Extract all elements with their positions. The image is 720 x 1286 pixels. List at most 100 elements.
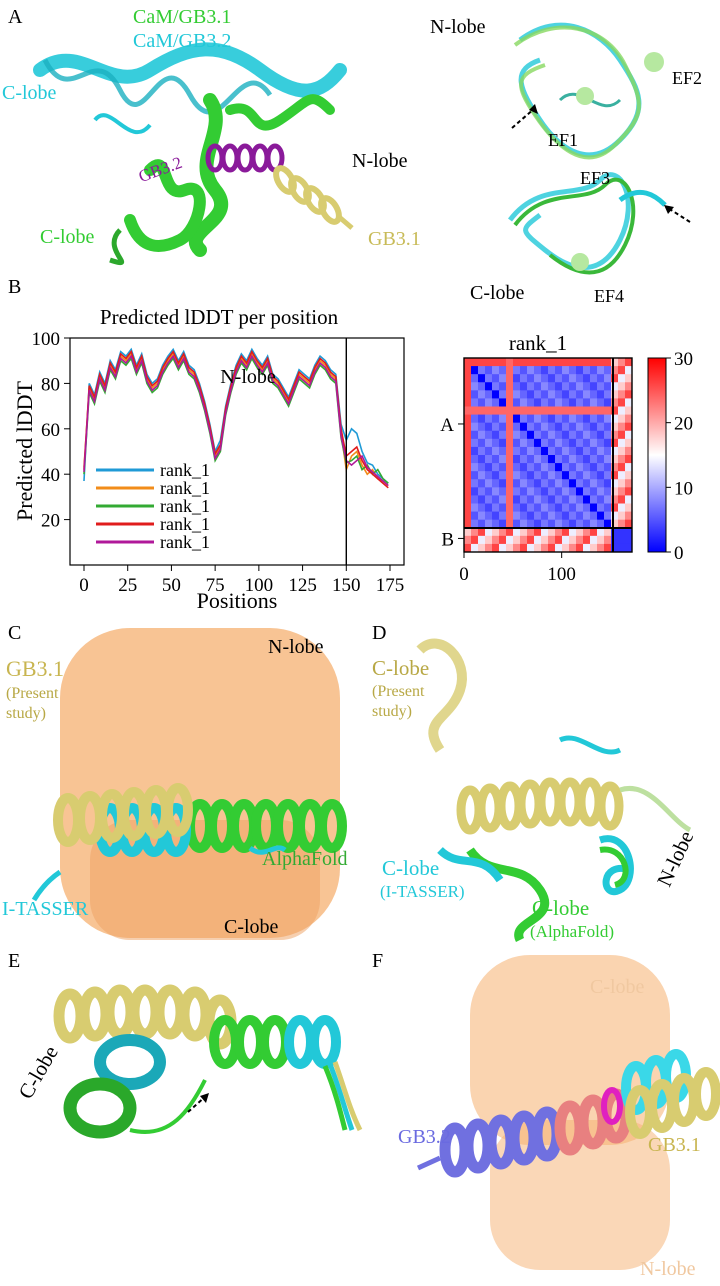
heatmap-cell [625,414,633,424]
heatmap-cell [576,455,584,464]
heatmap-cell [499,479,507,488]
heatmap-cell [464,495,472,504]
panel-c-c-lobe: C-lobe [224,916,279,938]
heatmap-cell [464,390,472,399]
heatmap-cell [597,398,605,407]
heatmap-cell [611,366,619,375]
heatmap-cell [492,487,500,496]
heatmap-cell [611,503,619,513]
heatmap-cell [499,406,507,416]
heatmap-cell [618,390,626,399]
heatmap-cell [576,487,584,496]
panel-letter-c: C [8,622,22,644]
heatmap-cell [478,455,486,464]
heatmap-cell [527,535,535,545]
heatmap-cell [506,511,514,521]
heatmap-cell [555,479,563,488]
heatmap-cell [604,406,612,416]
heatmap-cell [548,366,556,375]
heatmap-cell [569,463,577,472]
heatmap-cell [625,535,633,545]
heatmap-cell [527,503,535,513]
heatmap-cell [499,366,507,375]
heatmap-cell [625,366,633,375]
heatmap-cell [471,374,479,383]
heatmap-cell [562,543,570,553]
heatmap-cell [562,382,570,391]
heatmap-cell [541,438,549,448]
heatmap-cell [527,455,535,464]
heatmap-cell [625,374,633,383]
heatmap-cell [625,382,633,391]
heatmap-cell [520,455,528,464]
heatmap-cell [555,398,563,407]
heatmap-cell [527,446,535,456]
heatmap-cell [555,471,563,480]
heatmap-cell [562,430,570,440]
heatmap-cell [520,414,528,424]
heatmap-cell [478,374,486,383]
heatmap-cell [541,430,549,440]
heatmap-cell [604,366,612,375]
heatmap-cell [569,374,577,383]
heatmap-cell [625,503,633,513]
heatmap-cell [562,519,570,529]
heatmap-cell [597,487,605,496]
heatmap-cell [506,438,514,448]
heatmap-cell [492,382,500,391]
heatmap-cell [492,430,500,440]
heatmap-cell [555,446,563,456]
heatmap-cell [485,503,493,513]
heatmap-cell [618,374,626,383]
heatmap-cell [478,438,486,448]
heatmap-cell [576,503,584,513]
heatmap-cell [534,463,542,472]
heatmap-cell [541,511,549,521]
colorbar-tick-label: 20 [674,414,693,435]
heatmap-cell [569,358,577,367]
heatmap-cell [464,430,472,440]
heatmap-cell [492,455,500,464]
heatmap-cell [534,535,542,545]
x-tick-label: 125 [288,575,317,596]
heatmap-cell [604,487,612,496]
heatmap-cell [541,503,549,513]
heatmap-cell [569,519,577,529]
panel-e-illustration [53,984,363,1139]
heatmap-cell [471,390,479,399]
heatmap-cell [562,398,570,407]
panel-a-complex [33,42,354,266]
heatmap-cell [513,422,521,432]
heatmap-cell [597,511,605,521]
heatmap-cell [604,455,612,464]
heatmap-cell [506,527,514,537]
heatmap-cell [513,398,521,407]
heatmap-cell [520,519,528,529]
heatmap-cell [464,398,472,407]
heatmap-cell [597,519,605,529]
heatmap-cell [618,535,626,545]
heatmap-cell [478,479,486,488]
heatmap-cell [513,390,521,399]
heatmap-cell [597,430,605,440]
panel-a-nlobe-detail [511,22,664,160]
heatmap-cell [541,358,549,367]
heatmap-cell [604,422,612,432]
heatmap-cell [478,535,486,545]
heatmap-cell [534,422,542,432]
heatmap-cell [464,471,472,480]
heatmap-cell [485,390,493,399]
heatmap-cell [611,479,619,488]
heatmap-cell [527,414,535,424]
heatmap-cell [590,374,598,383]
heatmap-cell [506,543,514,553]
legend-cam-gb31: CaM/GB3.1 [133,6,232,28]
legend-entry: rank_1 [160,496,210,516]
heatmap-cell [625,422,633,432]
chart-frame [69,337,405,566]
heatmap-cell [534,495,542,504]
heatmap-cell [478,398,486,407]
heatmap-cell [548,374,556,383]
heatmap-cell [541,390,549,399]
